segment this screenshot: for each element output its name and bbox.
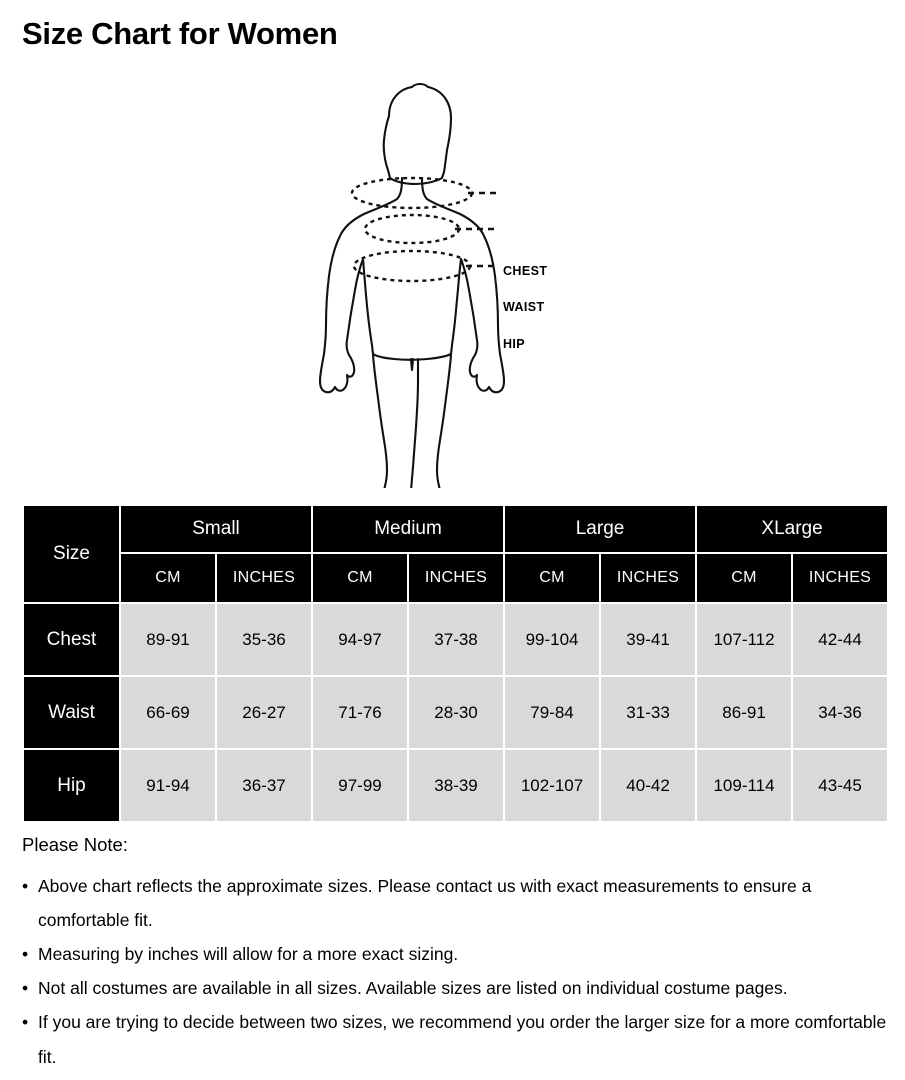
measurement-diagram: CHEST WAIST HIP	[0, 78, 905, 488]
cell-waist-xlarge-cm: 86-91	[695, 675, 794, 750]
cell-chest-xlarge-cm: 107-112	[695, 602, 794, 677]
header-group-small: Small	[118, 504, 314, 554]
header-unit-medium-inches: INCHES	[407, 552, 506, 604]
size-chart-table-container: Size Small Medium Large XLarge CM INCHES…	[22, 504, 890, 823]
cell-waist-large-cm: 79-84	[503, 675, 602, 750]
chest-label: CHEST	[503, 264, 548, 278]
row-label-hip: Hip	[22, 748, 121, 823]
header-group-medium: Medium	[311, 504, 506, 554]
cell-hip-medium-cm: 97-99	[311, 748, 410, 823]
cell-waist-small-inches: 26-27	[214, 675, 314, 750]
chest-ellipse	[350, 176, 474, 210]
cell-waist-large-inches: 31-33	[599, 675, 698, 750]
note-item: • Measuring by inches will allow for a m…	[22, 937, 892, 971]
cell-chest-medium-inches: 37-38	[407, 602, 506, 677]
note-item: • Above chart reflects the approximate s…	[22, 869, 892, 937]
note-item: • Not all costumes are available in all …	[22, 971, 892, 1005]
cell-hip-xlarge-inches: 43-45	[791, 748, 890, 823]
header-unit-small-inches: INCHES	[214, 552, 314, 604]
cell-chest-large-cm: 99-104	[503, 602, 602, 677]
note-item: • If you are trying to decide between tw…	[22, 1005, 892, 1073]
bullet-icon: •	[22, 875, 29, 896]
table-row: Hip 91-94 36-37 97-99 38-39 102-107 40-4…	[22, 748, 890, 823]
size-chart-table: Size Small Medium Large XLarge CM INCHES…	[22, 504, 890, 823]
bullet-icon: •	[22, 944, 29, 965]
note-text: Above chart reflects the approximate siz…	[38, 875, 812, 931]
cell-waist-xlarge-inches: 34-36	[791, 675, 890, 750]
hip-label: HIP	[503, 337, 526, 351]
cell-hip-small-cm: 91-94	[119, 748, 217, 823]
notes-heading: Please Note:	[22, 834, 128, 855]
note-text: Measuring by inches will allow for a mor…	[38, 944, 459, 965]
header-group-xlarge: XLarge	[695, 504, 890, 554]
hip-ellipse	[352, 249, 472, 283]
row-label-waist: Waist	[22, 675, 121, 750]
cell-hip-large-inches: 40-42	[599, 748, 698, 823]
cell-hip-large-cm: 102-107	[503, 748, 602, 823]
cell-chest-small-cm: 89-91	[119, 602, 217, 677]
female-body-outline-icon	[318, 82, 506, 488]
table-header-row-units: CM INCHES CM INCHES CM INCHES CM INCHES	[23, 552, 890, 604]
cell-chest-xlarge-inches: 42-44	[791, 602, 890, 677]
header-unit-large-cm: CM	[503, 552, 602, 604]
cell-hip-medium-inches: 38-39	[407, 748, 506, 823]
note-text: Not all costumes are available in all si…	[38, 978, 788, 999]
header-group-large: Large	[503, 504, 698, 554]
cell-waist-medium-cm: 71-76	[311, 675, 410, 750]
cell-hip-small-inches: 36-37	[214, 748, 314, 823]
header-unit-small-cm: CM	[119, 552, 217, 604]
header-unit-xlarge-inches: INCHES	[791, 552, 890, 604]
cell-chest-small-inches: 35-36	[214, 602, 314, 677]
waist-label: WAIST	[503, 300, 545, 314]
cell-waist-small-cm: 66-69	[119, 675, 217, 750]
row-label-chest: Chest	[22, 602, 121, 677]
notes-section: Please Note: • Above chart reflects the …	[22, 833, 892, 1074]
table-row: Chest 89-91 35-36 94-97 37-38 99-104 39-…	[22, 602, 890, 677]
cell-chest-medium-cm: 94-97	[311, 602, 410, 677]
cell-waist-medium-inches: 28-30	[407, 675, 506, 750]
table-row: Waist 66-69 26-27 71-76 28-30 79-84 31-3…	[22, 675, 890, 750]
cell-hip-xlarge-cm: 109-114	[695, 748, 794, 823]
header-unit-medium-cm: CM	[311, 552, 410, 604]
page-title: Size Chart for Women	[22, 16, 338, 51]
bullet-icon: •	[22, 978, 29, 999]
note-text: If you are trying to decide between two …	[38, 1012, 887, 1067]
header-unit-xlarge-cm: CM	[695, 552, 794, 604]
cell-chest-large-inches: 39-41	[599, 602, 698, 677]
waist-ellipse	[363, 213, 461, 245]
header-unit-large-inches: INCHES	[599, 552, 698, 604]
table-header-row-sizes: Size Small Medium Large XLarge	[22, 504, 890, 604]
bullet-icon: •	[22, 1012, 29, 1033]
header-size-corner: Size	[22, 504, 121, 604]
